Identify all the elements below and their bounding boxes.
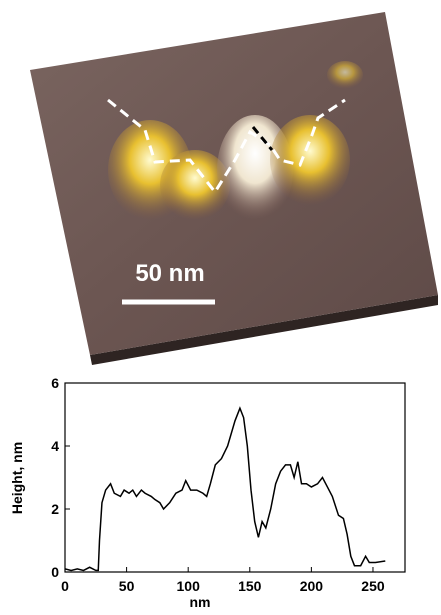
- figure: 50 nm nm Height, nm 0 2 4 6 0 50 100 150 200 250: [0, 0, 441, 610]
- y-tick-label: 2: [51, 501, 59, 517]
- profile-line: [65, 408, 385, 570]
- y-tick-label: 4: [51, 438, 59, 454]
- afm-image: 50 nm: [30, 12, 438, 365]
- scale-bar-label: 50 nm: [135, 260, 204, 287]
- peak: [270, 115, 350, 205]
- x-tick-label: 100: [177, 578, 201, 594]
- x-tick-label: 200: [300, 578, 324, 594]
- x-axis-label: nm: [190, 594, 211, 610]
- x-tick-label: 250: [361, 578, 385, 594]
- x-tick-label: 50: [119, 578, 135, 594]
- y-tick-label: 6: [51, 375, 59, 391]
- y-tick-label: 0: [51, 564, 59, 580]
- x-tick-label: 0: [61, 578, 69, 594]
- peak: [327, 61, 363, 89]
- plot-frame: [65, 383, 405, 572]
- y-axis-label: Height, nm: [9, 442, 25, 514]
- x-tick-label: 150: [238, 578, 262, 594]
